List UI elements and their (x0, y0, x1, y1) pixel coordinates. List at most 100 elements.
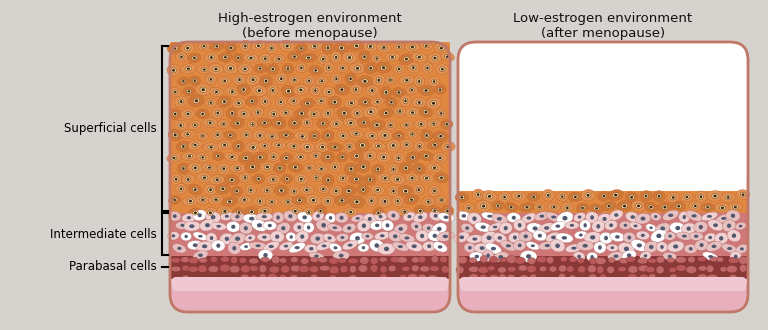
Ellipse shape (259, 200, 261, 203)
Ellipse shape (323, 42, 333, 54)
Ellipse shape (185, 66, 191, 71)
Ellipse shape (260, 185, 274, 195)
Ellipse shape (273, 54, 285, 64)
Ellipse shape (412, 66, 415, 69)
Ellipse shape (303, 222, 314, 233)
Ellipse shape (325, 213, 336, 223)
Ellipse shape (349, 175, 364, 184)
Ellipse shape (425, 111, 427, 113)
Ellipse shape (329, 266, 339, 274)
Ellipse shape (425, 134, 428, 137)
Ellipse shape (396, 200, 399, 202)
Ellipse shape (341, 156, 344, 158)
Ellipse shape (293, 100, 295, 102)
Ellipse shape (432, 102, 435, 105)
Ellipse shape (230, 47, 232, 49)
Ellipse shape (180, 124, 182, 127)
Ellipse shape (697, 256, 707, 262)
Ellipse shape (530, 274, 537, 281)
Ellipse shape (314, 255, 319, 257)
Ellipse shape (425, 66, 430, 70)
Ellipse shape (403, 166, 409, 171)
Ellipse shape (631, 240, 647, 251)
Ellipse shape (608, 258, 615, 263)
Ellipse shape (250, 122, 255, 127)
Ellipse shape (237, 145, 240, 148)
Ellipse shape (440, 177, 443, 179)
Ellipse shape (526, 254, 531, 259)
Ellipse shape (627, 253, 631, 257)
Ellipse shape (604, 236, 608, 240)
Ellipse shape (518, 265, 528, 271)
Ellipse shape (407, 130, 418, 139)
Ellipse shape (511, 191, 526, 201)
Ellipse shape (506, 256, 517, 263)
Ellipse shape (293, 79, 296, 81)
Ellipse shape (385, 91, 387, 94)
Ellipse shape (372, 74, 386, 86)
Ellipse shape (385, 112, 388, 114)
Ellipse shape (439, 46, 445, 50)
Ellipse shape (590, 204, 604, 213)
Ellipse shape (377, 79, 380, 82)
Ellipse shape (310, 173, 323, 182)
Ellipse shape (192, 187, 198, 192)
Ellipse shape (392, 152, 404, 164)
Ellipse shape (269, 245, 273, 248)
Ellipse shape (316, 142, 330, 152)
Ellipse shape (366, 85, 379, 96)
Ellipse shape (431, 122, 436, 126)
Ellipse shape (492, 214, 508, 224)
Ellipse shape (403, 98, 408, 104)
Ellipse shape (221, 187, 224, 190)
Ellipse shape (188, 155, 191, 157)
Ellipse shape (508, 232, 521, 243)
Ellipse shape (411, 46, 414, 48)
Ellipse shape (193, 210, 207, 221)
Ellipse shape (252, 107, 264, 118)
Ellipse shape (276, 57, 281, 61)
Ellipse shape (468, 266, 479, 272)
Ellipse shape (307, 41, 323, 51)
Ellipse shape (335, 56, 337, 59)
Ellipse shape (399, 110, 401, 113)
Ellipse shape (230, 164, 245, 173)
Ellipse shape (170, 87, 180, 97)
Ellipse shape (713, 195, 717, 197)
Ellipse shape (329, 161, 340, 173)
Ellipse shape (284, 112, 287, 114)
Ellipse shape (231, 186, 243, 196)
Ellipse shape (215, 45, 218, 48)
Ellipse shape (251, 100, 253, 102)
Ellipse shape (561, 202, 573, 214)
Ellipse shape (581, 207, 584, 209)
Ellipse shape (315, 206, 326, 216)
Ellipse shape (369, 45, 372, 48)
Ellipse shape (729, 275, 737, 281)
Ellipse shape (198, 42, 210, 51)
Ellipse shape (310, 151, 323, 160)
Ellipse shape (296, 63, 307, 73)
Ellipse shape (728, 203, 743, 212)
Ellipse shape (561, 236, 567, 240)
Ellipse shape (329, 243, 342, 252)
Ellipse shape (300, 178, 303, 181)
Ellipse shape (260, 162, 275, 172)
Ellipse shape (218, 119, 230, 129)
Ellipse shape (539, 266, 547, 272)
Ellipse shape (211, 222, 227, 230)
Ellipse shape (223, 123, 225, 125)
Ellipse shape (397, 109, 402, 114)
Ellipse shape (235, 237, 240, 241)
Ellipse shape (362, 121, 365, 124)
Ellipse shape (178, 123, 184, 128)
Ellipse shape (397, 45, 402, 49)
Ellipse shape (297, 225, 301, 229)
Ellipse shape (375, 223, 379, 227)
Ellipse shape (212, 152, 224, 160)
Ellipse shape (333, 121, 339, 126)
Ellipse shape (217, 244, 220, 248)
Ellipse shape (537, 205, 542, 209)
Ellipse shape (355, 111, 360, 116)
Ellipse shape (660, 226, 665, 230)
